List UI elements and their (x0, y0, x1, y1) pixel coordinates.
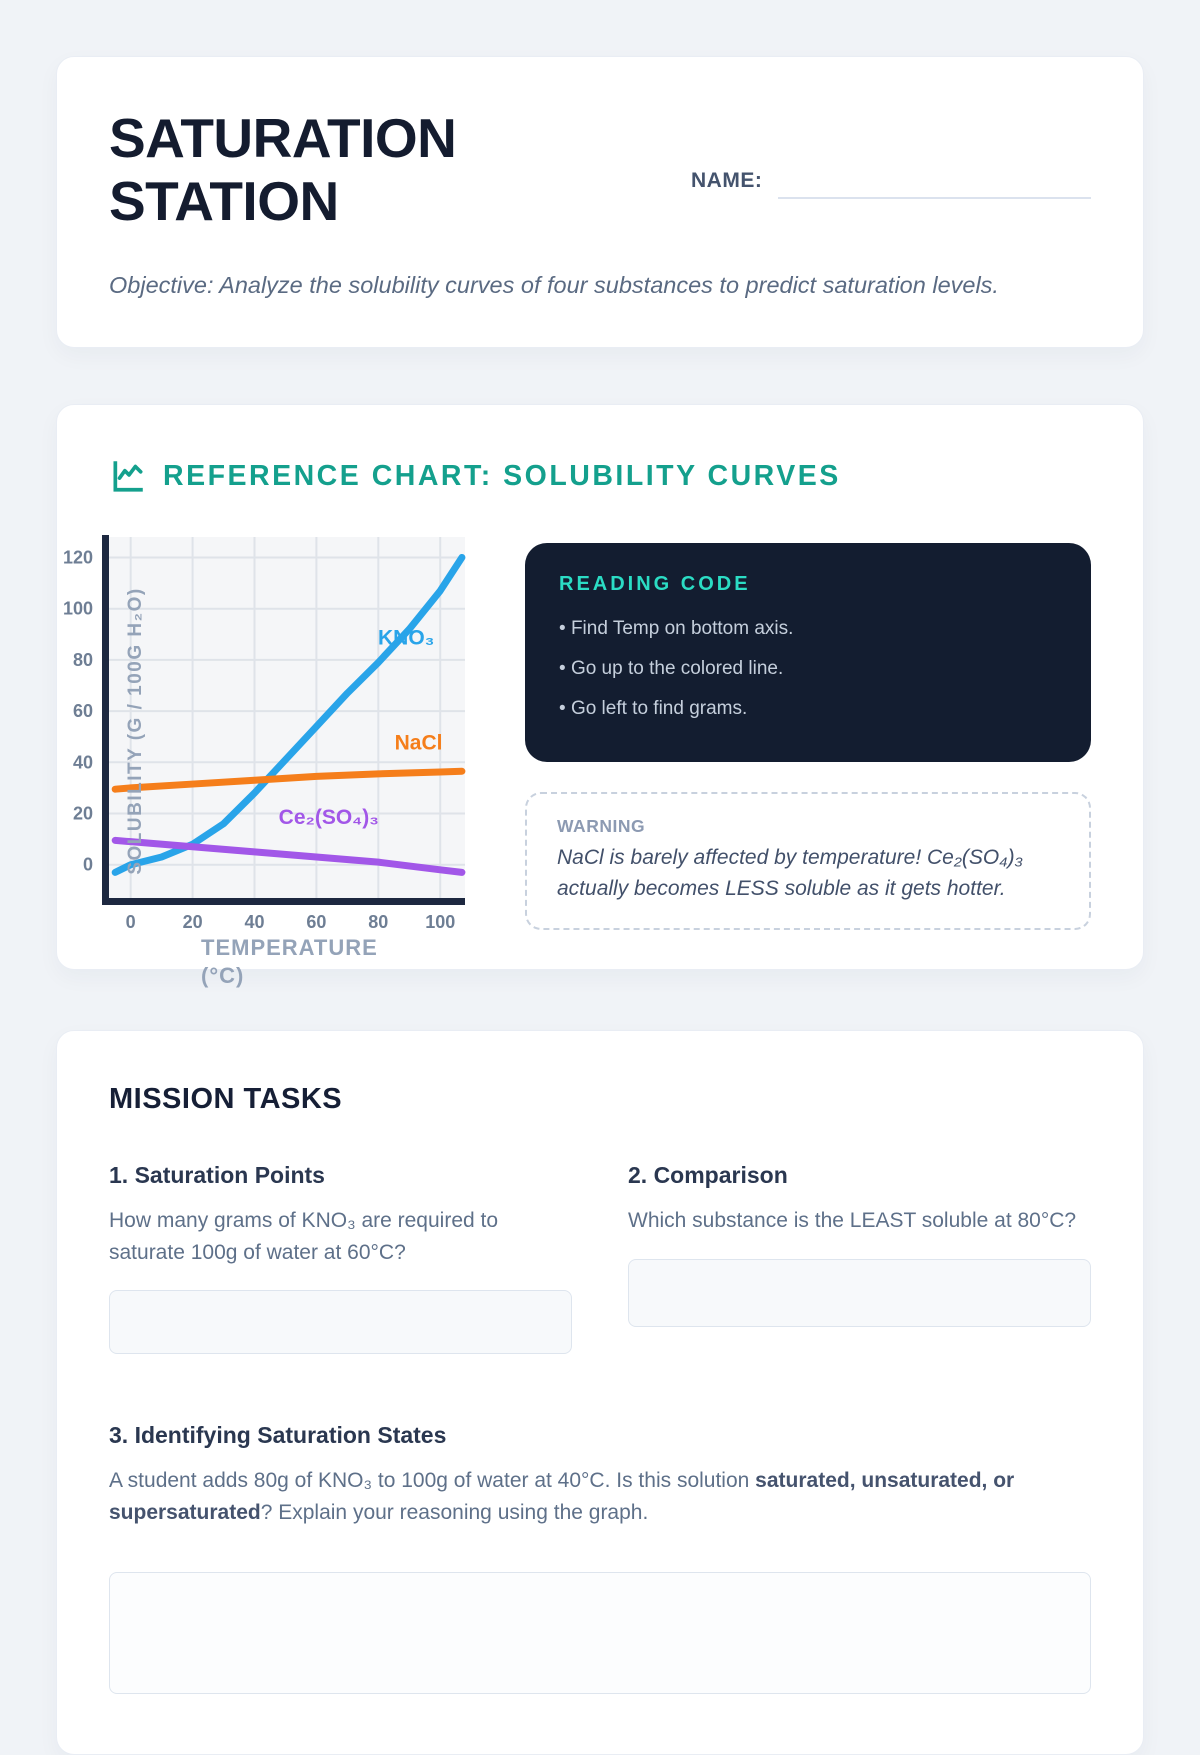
name-field: NAME: (691, 165, 1091, 199)
task-3: 3. Identifying Saturation States A stude… (109, 1422, 1091, 1695)
section-heading: REFERENCE CHART: SOLUBILITY CURVES (109, 457, 1091, 495)
task-3-prompt-suffix: ? Explain your reasoning using the graph… (260, 1500, 649, 1524)
solubility-chart: 0 20 40 60 80 100 0 20 40 60 80 100 120 KNO₃ NaCl Ce₂(S… (63, 535, 466, 988)
reading-code-list: Find Temp on bottom axis. Go up to the c… (559, 618, 1057, 720)
svg-text:60: 60 (73, 701, 93, 721)
task-3-title: 3. Identifying Saturation States (109, 1422, 447, 1449)
svg-text:100: 100 (63, 599, 93, 619)
svg-text:20: 20 (183, 912, 203, 932)
task-3-prompt-prefix: A student adds 80g of KNO₃ to 100g of wa… (109, 1469, 756, 1493)
page-title: SATURATION STATION (109, 107, 691, 232)
task-1-title: 1. Saturation Points (109, 1162, 325, 1189)
svg-text:100: 100 (425, 912, 455, 932)
svg-text:KNO₃: KNO₃ (378, 627, 434, 650)
reading-code-item: Go up to the colored line. (559, 658, 1057, 680)
warning-title: WARNING (557, 816, 646, 837)
tasks-grid: 1. Saturation Points How many grams of K… (109, 1162, 1091, 1355)
svg-text:20: 20 (73, 804, 93, 824)
name-label: NAME: (691, 169, 763, 192)
tasks-heading: MISSION TASKS (109, 1083, 343, 1116)
reading-code-panel: READING CODE Find Temp on bottom axis. G… (525, 543, 1091, 763)
svg-text:40: 40 (73, 753, 93, 773)
page-title-line2: STATION (109, 169, 339, 232)
svg-text:0: 0 (83, 855, 93, 875)
task-3-prompt-bold: saturated, unsaturated, or supersaturate… (109, 1469, 1015, 1524)
svg-text:SOLUBILITY (G / 100G H₂O): SOLUBILITY (G / 100G H₂O) (125, 588, 146, 875)
task-1: 1. Saturation Points How many grams of K… (109, 1162, 572, 1355)
mission-tasks-card: MISSION TASKS 1. Saturation Points How m… (56, 1030, 1144, 1755)
objective-text: Objective: Analyze the solubility curves… (109, 272, 999, 299)
reference-chart-card: REFERENCE CHART: SOLUBILITY CURVES 0 20 40… (56, 404, 1144, 988)
svg-text:80: 80 (368, 912, 388, 932)
line-chart-icon (113, 461, 143, 492)
svg-text:(°C): (°C) (201, 963, 244, 988)
worksheet-page: SATURATION STATION NAME: Objective: Anal… (0, 56, 1200, 1755)
task-1-prompt: How many grams of KNO₃ are required to s… (109, 1209, 499, 1264)
name-input-line[interactable] (778, 197, 1091, 199)
reading-code-title: READING CODE (559, 573, 751, 596)
svg-text:NaCl: NaCl (395, 732, 443, 755)
svg-text:TEMPERATURE: TEMPERATURE (201, 935, 378, 960)
task-2-prompt: Which substance is the LEAST soluble at … (628, 1209, 1077, 1233)
svg-text:80: 80 (73, 650, 93, 670)
chart-side-column: READING CODE Find Temp on bottom axis. G… (525, 531, 1091, 993)
svg-text:60: 60 (306, 912, 326, 932)
svg-text:40: 40 (244, 912, 264, 932)
section-heading-text: REFERENCE CHART: SOLUBILITY CURVES (163, 459, 841, 492)
task-1-answer-box[interactable] (109, 1290, 572, 1355)
header-card: SATURATION STATION NAME: Objective: Anal… (56, 56, 1144, 349)
warning-panel: WARNING NaCl is barely affected by tempe… (525, 792, 1091, 931)
warning-text: NaCl is barely affected by temperature! … (557, 846, 1023, 900)
task-3-prompt: A student adds 80g of KNO₃ to 100g of wa… (109, 1465, 1091, 1528)
task-2-answer-box[interactable] (628, 1258, 1091, 1327)
task-2: 2. Comparison Which substance is the LEA… (628, 1162, 1091, 1354)
svg-text:0: 0 (126, 912, 136, 932)
svg-text:Ce₂(SO₄)₃: Ce₂(SO₄)₃ (279, 806, 379, 829)
reading-code-item: Find Temp on bottom axis. (559, 618, 1057, 640)
task-2-title: 2. Comparison (628, 1162, 788, 1189)
reading-code-item: Go left to find grams. (559, 698, 1057, 720)
page-title-line1: SATURATION (109, 107, 457, 169)
svg-text:120: 120 (63, 548, 93, 568)
task-3-answer-box[interactable] (109, 1572, 1091, 1695)
